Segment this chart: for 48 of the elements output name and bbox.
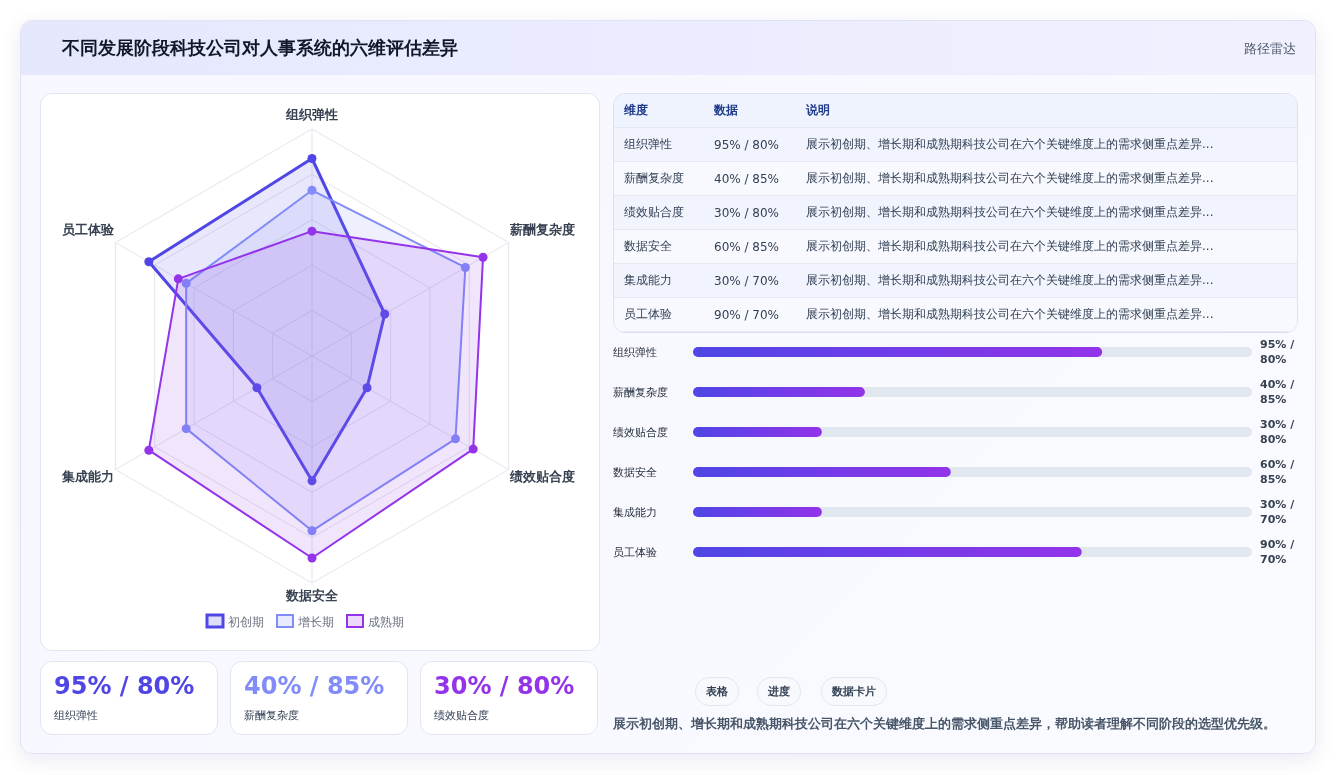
legend-label: 成熟期: [368, 615, 404, 629]
text: 60% / 85%: [704, 229, 796, 264]
text: 30% / 70%: [704, 263, 796, 298]
text: 表格: [695, 677, 739, 706]
text: 薪酬复杂度: [244, 708, 299, 723]
text: 95% / 80%: [1260, 338, 1295, 366]
text: 维度: [614, 94, 704, 128]
text: 展示初创期、增长期和成熟期科技公司在六个关键维度上的需求侧重点差异，帮助读者理解不同阶段的选型优先级。: [613, 716, 1276, 733]
text: 展示初创期、增长期和成熟期科技公司在六个关键维度上的需求侧重点差异...: [796, 297, 1297, 332]
spoke-label: 绩效贴合度: [509, 469, 576, 485]
text: 40% / 85%: [1260, 378, 1295, 406]
text: 展示初创期、增长期和成熟期科技公司在六个关键维度上的需求侧重点差异...: [796, 161, 1297, 196]
y-tick-label: 员工体验: [613, 546, 657, 559]
text: 30% / 70%: [1260, 498, 1295, 526]
spoke-label: 员工体验: [61, 221, 115, 237]
text: 展示初创期、增长期和成熟期科技公司在六个关键维度上的需求侧重点差异...: [796, 229, 1297, 264]
text: 数据: [704, 94, 796, 128]
y-tick-label: 集成能力: [613, 506, 657, 519]
text: 95% / 80%: [54, 672, 195, 700]
text: 绩效贴合度: [434, 708, 489, 723]
text: 30% / 80%: [1260, 418, 1295, 446]
text: 30% / 80%: [434, 672, 575, 700]
spoke-label: 集成能力: [60, 469, 114, 485]
text: 说明: [796, 94, 1297, 128]
text: 40% / 85%: [244, 672, 385, 700]
text: 不同发展阶段科技公司对人事系统的六维评估差异: [62, 36, 458, 60]
text: 90% / 70%: [704, 297, 796, 332]
text: 路径雷达: [1244, 40, 1296, 58]
text: 90% / 70%: [1260, 538, 1295, 566]
legend-label: 增长期: [297, 615, 334, 629]
y-tick-label: 组织弹性: [613, 346, 657, 359]
text: 展示初创期、增长期和成熟期科技公司在六个关键维度上的需求侧重点差异...: [796, 127, 1297, 162]
text: 30% / 80%: [704, 195, 796, 230]
text: 40% / 85%: [704, 161, 796, 196]
text: 60% / 85%: [1260, 458, 1295, 486]
text: 展示初创期、增长期和成熟期科技公司在六个关键维度上的需求侧重点差异...: [796, 263, 1297, 298]
spoke-label: 薪酬复杂度: [509, 221, 576, 237]
text: 展示初创期、增长期和成熟期科技公司在六个关键维度上的需求侧重点差异...: [796, 195, 1297, 230]
y-tick-label: 薪酬复杂度: [613, 386, 668, 399]
spoke-label: 数据安全: [285, 588, 339, 604]
y-tick-label: 数据安全: [613, 466, 657, 479]
text: 组织弹性: [54, 708, 98, 723]
text: 95% / 80%: [704, 127, 796, 162]
text: 进度: [757, 677, 801, 706]
spoke-label: 组织弹性: [285, 106, 338, 122]
y-tick-label: 绩效贴合度: [613, 426, 668, 439]
legend-label: 初创期: [228, 615, 264, 629]
text: 数据卡片: [821, 677, 887, 706]
